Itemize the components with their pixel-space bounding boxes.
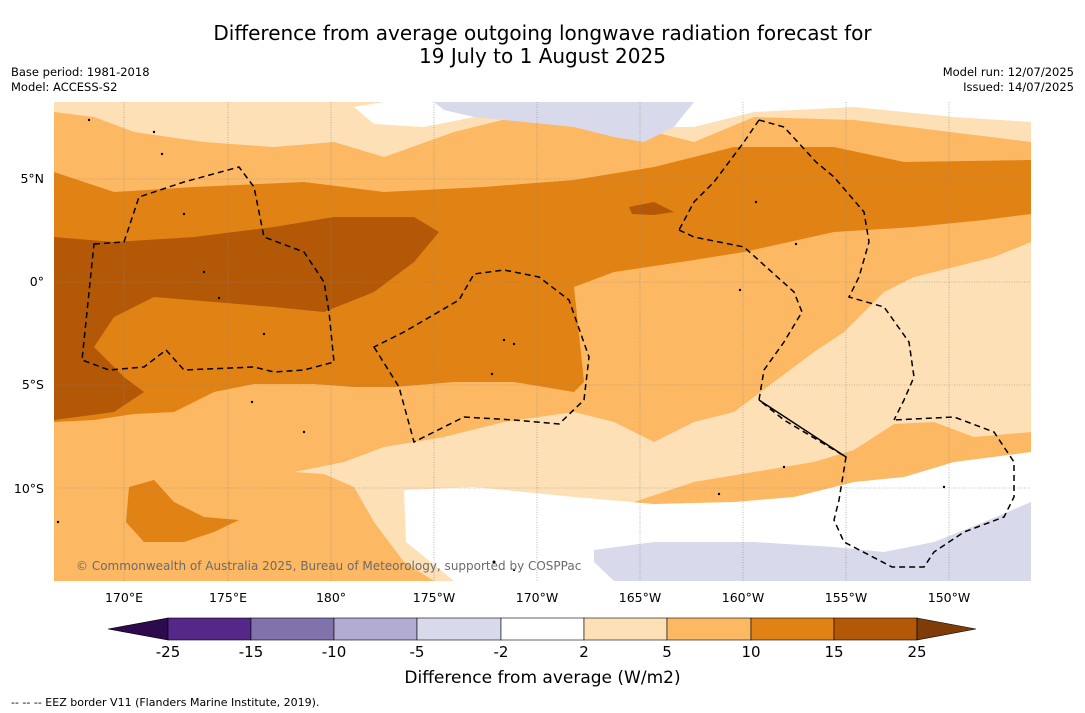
band-10-15: [54, 147, 1031, 422]
colorbar-label: Difference from average (W/m2): [404, 668, 681, 688]
colorbar-swatch: [167, 617, 252, 641]
lon-label-175e: 175°E: [208, 590, 247, 605]
model-name: Model: ACCESS-S2: [11, 80, 118, 94]
islands: [56, 118, 946, 572]
title-line-2: 19 July to 1 August 2025: [419, 44, 666, 68]
lat-label-5s: 5°S: [21, 377, 44, 392]
colorbar-tick: 10: [741, 643, 761, 661]
band-15-25: [54, 217, 439, 420]
colorbar: [108, 617, 977, 641]
band-purple-north: [434, 102, 694, 142]
eez-borders: [81, 119, 1015, 568]
lon-label-170w: 170°W: [515, 590, 559, 605]
band-white-south: [404, 452, 1031, 581]
colorbar-swatch: [666, 617, 752, 641]
lon-label-170e: 170°E: [104, 590, 143, 605]
map-panel: [54, 102, 1031, 581]
gridlines: [54, 102, 1031, 581]
base-period: Base period: 1981-2018: [11, 65, 150, 79]
meta-right: Model run: 12/07/2025 Issued: 14/07/2025: [943, 65, 1074, 95]
colorbar-swatch: [416, 617, 502, 641]
lon-label-155w: 155°W: [824, 590, 868, 605]
colorbar-tick: 25: [907, 643, 927, 661]
colorbar-tick: -5: [409, 643, 425, 661]
colorbar-extend-low: [108, 617, 169, 641]
chart-title: Difference from average outgoing longwav…: [0, 22, 1085, 68]
colorbar-swatch: [333, 617, 418, 641]
lon-label-180: 180°: [315, 590, 347, 605]
colorbar-tick: -10: [321, 643, 347, 661]
band-10-15-sw: [126, 480, 239, 542]
band-purple-south: [594, 502, 1031, 581]
colorbar-extend-high: [916, 617, 977, 641]
lat-label-5n: 5°N: [20, 171, 44, 186]
colorbar-swatch: [583, 617, 668, 641]
colorbar-swatch: [500, 617, 585, 641]
colorbar-tick: 2: [579, 643, 589, 661]
copyright-notice: © Commonwealth of Australia 2025, Bureau…: [76, 559, 582, 573]
meta-left: Base period: 1981-2018 Model: ACCESS-S2: [11, 65, 150, 95]
colorbar-swatch: [250, 617, 335, 641]
colorbar-tick: 5: [662, 643, 672, 661]
olr-anomaly-map: [54, 102, 1031, 581]
lat-label-0: 0°: [29, 274, 44, 289]
lon-label-150w: 150°W: [927, 590, 971, 605]
eez-legend-note: -- -- -- EEZ border V11 (Flanders Marine…: [11, 696, 320, 709]
lon-label-165w: 165°W: [618, 590, 662, 605]
title-line-1: Difference from average outgoing longwav…: [213, 21, 872, 45]
colorbar-tick: -2: [493, 643, 509, 661]
colorbar-tick: 15: [824, 643, 844, 661]
colorbar-tick: -25: [155, 643, 181, 661]
eez-solid-border: [758, 399, 847, 458]
colorbar-swatch: [750, 617, 835, 641]
lon-label-175w: 175°W: [412, 590, 456, 605]
band-2-5-north: [54, 102, 1031, 157]
lon-label-160w: 160°W: [721, 590, 765, 605]
issued-date: Issued: 14/07/2025: [963, 80, 1074, 94]
model-run: Model run: 12/07/2025: [942, 65, 1074, 79]
colorbar-swatch: [833, 617, 918, 641]
colorbar-tick: -15: [238, 643, 264, 661]
lat-label-10s: 10°S: [13, 481, 44, 496]
